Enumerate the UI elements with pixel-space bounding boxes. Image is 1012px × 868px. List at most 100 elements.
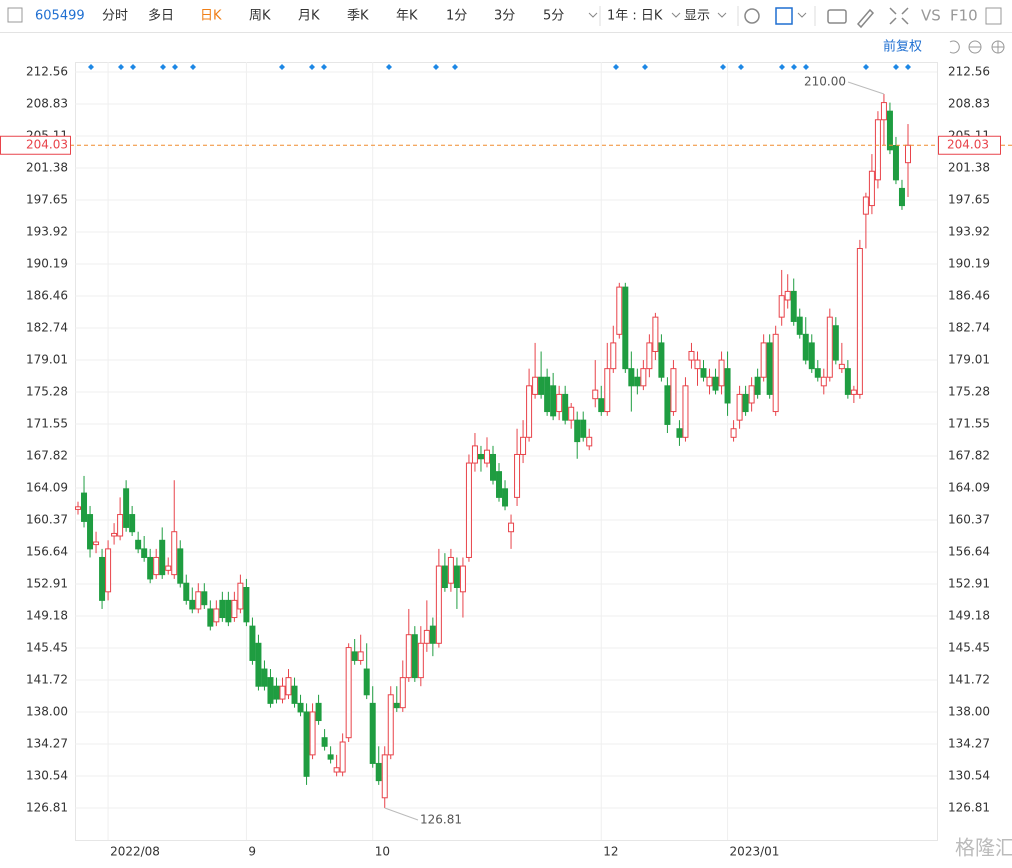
stock-code[interactable]: 605499 — [35, 9, 85, 24]
y-tick-label: 179.01 — [948, 352, 990, 366]
candle-body — [237, 582, 244, 610]
candle-body — [880, 102, 887, 121]
period-tab[interactable]: 多日 — [148, 8, 174, 24]
candle-body — [706, 376, 713, 387]
y-tick-label: 138.00 — [948, 704, 990, 718]
y-tick-label: 186.46 — [26, 289, 68, 303]
vs-button[interactable]: VS — [921, 7, 941, 25]
candle-body — [255, 642, 262, 687]
candle-body — [75, 506, 82, 510]
period-select[interactable]: 1年 : 日K — [607, 9, 663, 24]
x-tick-label: 2022/08 — [110, 845, 160, 859]
camera-icon[interactable] — [827, 9, 847, 24]
dropdown-arrows — [588, 12, 807, 18]
settings-icon[interactable] — [744, 8, 760, 24]
period-tab[interactable]: 1分 — [446, 9, 467, 24]
candle-body — [93, 541, 100, 546]
candle-body — [694, 359, 701, 370]
candle-body — [273, 685, 280, 700]
event-marker — [720, 64, 726, 70]
candle-body — [586, 436, 593, 447]
y-tick-label: 208.83 — [948, 97, 990, 111]
candle-body — [730, 428, 737, 438]
y-tick-label: 182.74 — [26, 320, 68, 334]
adjust-select[interactable]: 前复权 — [883, 39, 922, 55]
y-tick-label: 141.72 — [948, 673, 990, 687]
last-price-label: 204.03 — [26, 138, 68, 152]
event-marker — [779, 64, 785, 70]
panel-icon[interactable] — [7, 7, 23, 23]
candle-body — [297, 702, 304, 713]
period-tab[interactable]: 年K — [396, 9, 418, 24]
event-marker — [160, 64, 166, 70]
candle-body — [231, 599, 238, 619]
event-marker — [279, 64, 285, 70]
candle-body — [381, 754, 388, 799]
y-tick-label: 201.38 — [948, 160, 990, 174]
x-tick-label: 2023/01 — [730, 845, 780, 859]
period-tab[interactable]: 周K — [249, 9, 271, 24]
candle-body — [580, 419, 587, 438]
candle-body — [423, 629, 430, 644]
y-tick-label: 126.81 — [948, 800, 990, 814]
event-marker — [452, 64, 458, 70]
y-tick-label: 182.74 — [948, 320, 990, 334]
x-tick-label: 10 — [375, 845, 390, 859]
event-marker — [803, 64, 809, 70]
x-tick-label: 9 — [248, 845, 256, 859]
event-marker — [863, 64, 869, 70]
candle-body — [321, 737, 328, 747]
fullscreen-icon[interactable] — [889, 7, 909, 25]
y-tick-label: 138.00 — [26, 704, 68, 718]
candle-body — [357, 651, 364, 661]
f10-button[interactable]: F10 — [950, 7, 978, 25]
candle-body — [417, 642, 424, 679]
candle-body — [309, 711, 316, 756]
event-marker — [893, 64, 899, 70]
display-select[interactable]: 显示 — [684, 9, 710, 24]
panel-icon[interactable] — [985, 7, 1002, 25]
candle-body — [351, 651, 358, 661]
candle-body — [393, 702, 400, 709]
period-tab[interactable]: 3分 — [494, 9, 515, 24]
color-icon[interactable] — [775, 7, 793, 25]
candle-body — [646, 342, 653, 370]
candle-body — [658, 342, 665, 378]
period-tab[interactable]: 分时 — [102, 9, 128, 24]
candle-body — [81, 492, 88, 522]
period-tab[interactable]: 5分 — [543, 9, 564, 24]
candle-body — [207, 608, 214, 627]
candle-body — [447, 556, 454, 584]
candle-body — [724, 368, 731, 404]
y-tick-label: 208.83 — [26, 97, 68, 111]
candle-body — [634, 376, 641, 387]
candle-body — [532, 376, 539, 395]
candle-body — [123, 488, 130, 528]
y-tick-label: 193.92 — [948, 225, 990, 239]
period-tab[interactable]: 日K — [200, 9, 222, 24]
candle-body — [676, 428, 683, 438]
candle-body — [153, 556, 160, 576]
candle-body — [195, 591, 202, 610]
candle-body — [808, 342, 815, 370]
candle-body — [339, 741, 346, 773]
candle-body — [129, 514, 136, 533]
candle-body — [303, 711, 310, 777]
high-label: 210.00 — [804, 75, 846, 89]
watermark: 格隆汇 — [955, 836, 1012, 860]
candle-body — [886, 110, 893, 151]
y-tick-label: 149.18 — [26, 608, 68, 622]
pen-icon[interactable] — [856, 8, 875, 29]
candle-body — [592, 389, 599, 400]
event-marker — [642, 64, 648, 70]
candle-body — [279, 685, 286, 700]
period-tab[interactable]: 月K — [298, 9, 320, 24]
period-tab[interactable]: 季K — [347, 9, 369, 24]
y-tick-label: 179.01 — [26, 352, 68, 366]
candle-body — [742, 393, 749, 413]
candle-body — [375, 762, 382, 782]
event-marker — [791, 64, 797, 70]
candle-body — [838, 363, 845, 370]
candle-body — [700, 368, 707, 378]
candle-body — [117, 514, 124, 537]
